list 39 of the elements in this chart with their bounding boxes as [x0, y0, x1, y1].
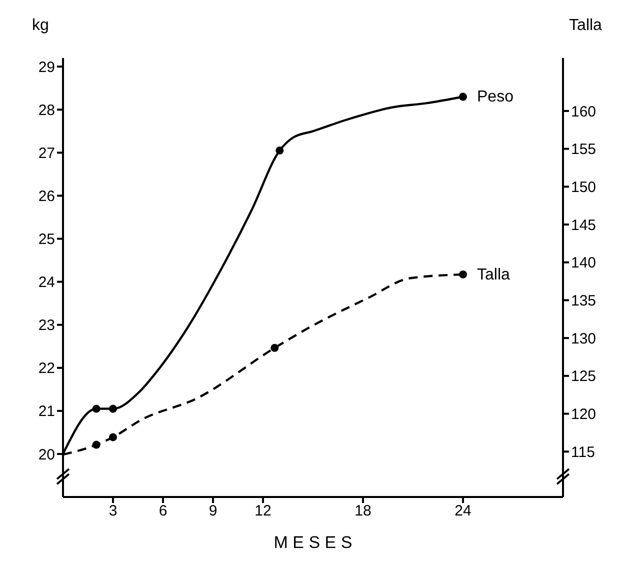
x-tick-label: 18 [354, 502, 372, 520]
y2-tick-label: 150 [571, 178, 596, 196]
y-tick-label: 24 [38, 274, 55, 292]
point [270, 344, 279, 352]
y-tick-label: 22 [38, 360, 55, 378]
point [109, 433, 117, 442]
y2-tick-label: 120 [571, 406, 596, 424]
y2-tick-label: 115 [571, 444, 595, 461]
y2-tick-label: 160 [571, 103, 596, 120]
point [92, 440, 100, 449]
y2-tick-label: 140 [571, 254, 596, 272]
point [459, 270, 467, 278]
y-tick-label: 28 [38, 102, 55, 119]
y2-tick-label: 125 [571, 368, 596, 386]
y2-tick-label: 155 [571, 141, 596, 158]
y-tick-label: 27 [38, 145, 55, 162]
series-label: Peso [477, 88, 514, 106]
point [276, 146, 284, 155]
point [109, 404, 117, 413]
y2-tick-label: 145 [571, 216, 596, 234]
y-tick-label: 20 [38, 446, 55, 464]
y-tick-label: 26 [38, 188, 55, 206]
point [92, 404, 100, 413]
point [459, 92, 467, 101]
x-tick-label: 3 [108, 502, 118, 520]
x-tick-label: 9 [208, 502, 218, 520]
x-tick-label: 12 [254, 502, 272, 520]
y-tick-label: 29 [38, 58, 55, 76]
y-axis-title: kg [32, 17, 49, 34]
y-tick-label: 23 [38, 317, 55, 334]
x-axis-title: M E S E S [274, 533, 352, 552]
x-tick-label: 24 [454, 502, 472, 520]
y2-axis-title: Talla [569, 17, 602, 34]
y-tick-label: 25 [38, 231, 55, 248]
x-tick-label: 6 [158, 502, 168, 520]
y2-tick-label: 135 [571, 292, 596, 310]
y2-tick-label: 130 [571, 330, 596, 348]
y-tick-label: 21 [38, 403, 55, 420]
series-label: Talla [477, 266, 510, 284]
